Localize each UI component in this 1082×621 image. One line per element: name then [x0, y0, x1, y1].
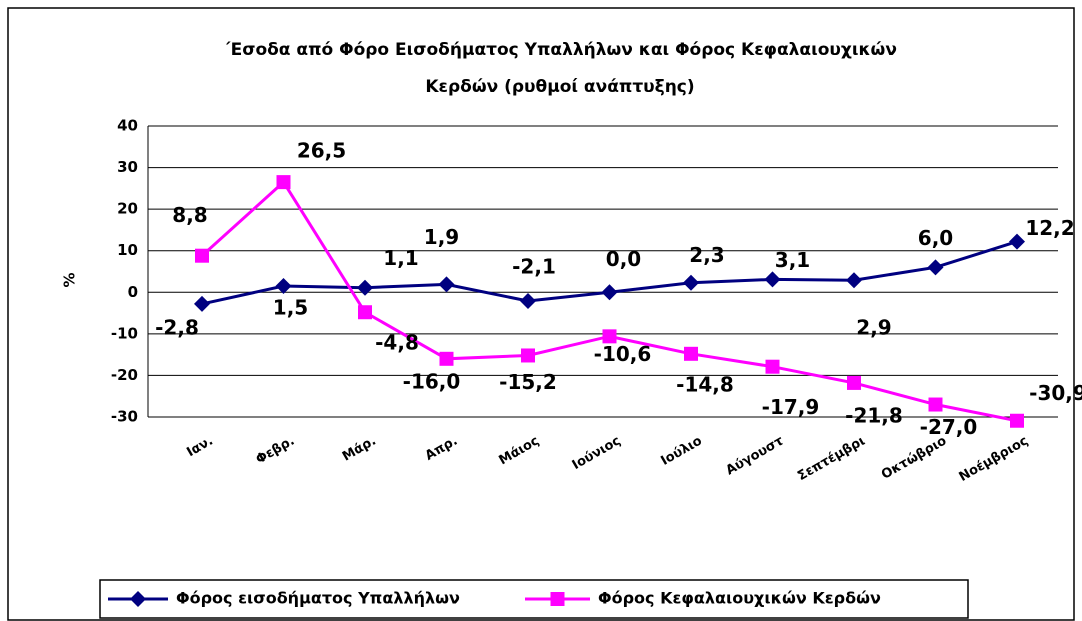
data-label: -16,0	[403, 369, 461, 393]
data-label: 1,5	[273, 296, 308, 320]
data-label: -21,8	[845, 403, 903, 427]
data-label: 6,0	[918, 226, 953, 250]
data-label: 8,8	[172, 203, 207, 227]
marker	[521, 348, 535, 363]
y-tick-label: -10	[111, 324, 138, 342]
legend-label: Φόρος Κεφαλαιουχικών Κερδών	[598, 589, 881, 608]
marker	[764, 271, 781, 288]
y-axis-label: %	[61, 272, 79, 287]
data-label: 1,1	[383, 246, 418, 270]
marker	[846, 272, 862, 289]
y-tick-label: 30	[117, 158, 138, 176]
marker	[1009, 233, 1025, 250]
y-tick-label: -30	[111, 408, 138, 426]
marker	[275, 278, 292, 295]
data-label: -10,6	[594, 342, 652, 366]
marker	[194, 295, 210, 312]
data-label: 12,2	[1025, 216, 1074, 240]
y-tick-label: 20	[117, 200, 138, 218]
marker	[1010, 413, 1024, 428]
data-label: -30,9	[1029, 381, 1082, 405]
data-label: 2,3	[689, 243, 724, 267]
marker	[357, 279, 373, 296]
marker	[847, 375, 861, 390]
chart-title: Κερδών (ρυθμοί ανάπτυξης)	[425, 77, 694, 97]
y-tick-label: -20	[111, 366, 138, 384]
marker	[684, 346, 698, 361]
data-label: -14,8	[676, 372, 734, 396]
data-label: 26,5	[297, 139, 346, 163]
marker	[602, 329, 617, 344]
chart-border	[7, 7, 1075, 621]
marker	[683, 274, 699, 291]
marker	[601, 284, 618, 301]
data-label: -27,0	[920, 415, 978, 439]
marker	[520, 293, 536, 310]
marker	[928, 397, 943, 412]
data-label: -2,8	[155, 315, 199, 339]
marker	[765, 359, 780, 374]
y-tick-label: 40	[117, 117, 138, 135]
y-tick-label: 10	[117, 241, 138, 259]
data-label: -4,8	[375, 331, 419, 355]
data-label: -17,9	[762, 395, 820, 419]
data-label: 0,0	[606, 247, 641, 271]
data-label: -2,1	[512, 255, 556, 279]
marker	[439, 351, 454, 366]
data-label: 3,1	[775, 248, 810, 272]
legend-marker	[130, 591, 146, 607]
marker	[927, 259, 944, 276]
data-label: 2,9	[856, 316, 891, 340]
data-label: -15,2	[499, 370, 557, 394]
y-tick-label: 0	[128, 283, 138, 301]
marker	[276, 175, 291, 190]
legend-label: Φόρος εισοδήματος Υπαλλήλων	[176, 589, 460, 608]
marker	[195, 248, 209, 263]
marker	[358, 305, 372, 320]
marker	[438, 276, 455, 293]
legend-marker	[550, 592, 565, 606]
chart-title: ΄Εσοδα από Φόρο Εισοδήματος Υπαλλήλων κα…	[223, 40, 897, 60]
data-label: 1,9	[424, 225, 459, 249]
